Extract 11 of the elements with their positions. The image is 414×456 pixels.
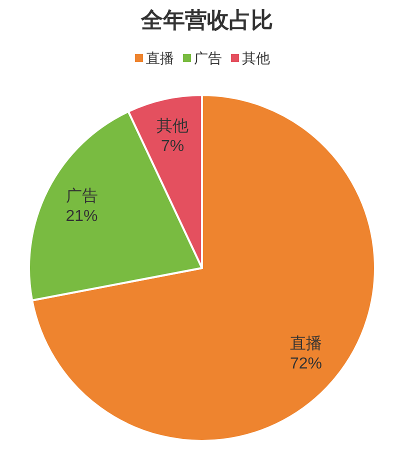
chart-title: 全年营收占比 xyxy=(140,8,273,32)
data-label: 21% xyxy=(66,208,98,226)
legend-label: 广告 xyxy=(194,50,222,66)
legend-label: 其他 xyxy=(242,50,270,66)
slice-label: 直播 xyxy=(290,334,322,353)
legend-label: 直播 xyxy=(146,50,174,66)
data-label: 7% xyxy=(161,138,184,155)
pie-slice xyxy=(31,94,376,442)
slice-label: 其他 xyxy=(156,116,189,135)
slice-label: 广告 xyxy=(66,187,98,206)
data-label: 72% xyxy=(290,356,322,373)
